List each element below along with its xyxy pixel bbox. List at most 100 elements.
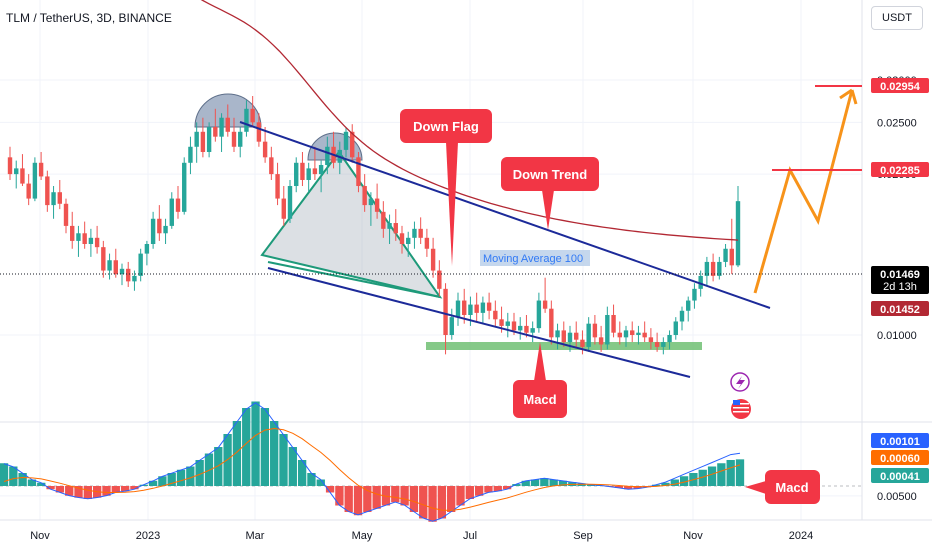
svg-text:Down Flag: Down Flag [413, 119, 479, 134]
candle-body [88, 237, 94, 245]
candle-body [20, 168, 25, 184]
macd-histogram-bar [288, 447, 297, 486]
candle-body [430, 248, 436, 271]
time-tick-label: 2023 [136, 530, 160, 542]
candle-body [238, 131, 243, 147]
candle-body [287, 186, 293, 219]
macd-histogram-bar [493, 486, 502, 492]
candle-body [150, 218, 156, 245]
callout-down-trend: Down Trend [501, 157, 599, 230]
candle-body [462, 300, 467, 315]
macd-histogram-bar [651, 484, 661, 486]
macd-histogram-bar [391, 486, 400, 503]
candle-body [269, 157, 274, 175]
candle-body [138, 253, 143, 276]
candle-body [686, 300, 691, 311]
macd-histogram-bar [707, 466, 717, 486]
macd-histogram-bar [344, 486, 353, 512]
macd-histogram-bar [353, 486, 363, 516]
candle-body [630, 330, 635, 335]
macd-histogram-bar [586, 484, 596, 486]
candle-body [518, 325, 523, 331]
svg-text:Down Trend: Down Trend [513, 167, 587, 182]
candle-body [536, 300, 542, 329]
macd-histogram-bar [37, 482, 46, 486]
macd-histogram-bar [102, 486, 111, 496]
time-tick-label: May [352, 530, 373, 542]
macd-histogram-bar [167, 473, 176, 486]
price-axis: 0.030000.025000.020000.010000.005000.029… [871, 75, 929, 503]
candle-body [561, 330, 566, 343]
candle-body [300, 162, 305, 180]
time-axis: Nov 2023 Mar May Jul Sep Nov 2024 [30, 530, 813, 542]
candle-body [206, 127, 212, 152]
price-badge: 0.01452 [871, 301, 929, 316]
candle-body [63, 203, 69, 226]
head-shape-right [307, 132, 363, 161]
macd-histogram-bar [46, 486, 55, 490]
macd-badge: 0.00101 [871, 433, 929, 448]
candle-body [350, 131, 355, 158]
candle-body [101, 247, 106, 271]
macd-histogram-bar [633, 486, 642, 489]
macd-histogram-bar [335, 486, 344, 506]
macd-histogram-bar [502, 486, 512, 490]
candle-body [76, 233, 81, 241]
macd-histogram-bar [130, 486, 139, 490]
chart-title: TLM / TetherUS, 3D, BINANCE [6, 11, 172, 25]
candle-body [642, 332, 647, 338]
macd-histogram-bar [447, 486, 456, 512]
time-tick-label: 2024 [789, 530, 813, 542]
candle-body [182, 162, 187, 212]
candle-body [387, 223, 392, 229]
macd-histogram-bar [27, 479, 37, 486]
candle-body [704, 261, 710, 276]
candle-body [26, 183, 31, 199]
candle-body [194, 131, 199, 147]
candle-body [175, 198, 181, 212]
candle-body [343, 131, 349, 150]
price-tick-label: 0.02500 [877, 117, 917, 129]
macd-histogram-bar [549, 479, 558, 486]
candle-body [468, 304, 473, 315]
macd-histogram-bar [242, 408, 251, 486]
candle-body [524, 325, 529, 333]
candle-body [493, 310, 498, 320]
callout-macd: Macd [513, 342, 567, 418]
candle-body [412, 228, 417, 238]
macd-badge: 0.00041 [871, 468, 929, 483]
candle-body [200, 131, 206, 152]
macd-histogram-bar [74, 486, 83, 498]
callout-macd-pane: Macd [745, 470, 820, 504]
candle-body [213, 127, 218, 137]
candle-body [231, 131, 237, 147]
signal-line [3, 427, 741, 511]
macd-histogram-bar [558, 480, 568, 486]
svg-text:Macd: Macd [523, 392, 556, 407]
candle-body [667, 335, 672, 343]
lightning-glyph [736, 376, 745, 389]
macd-histogram-bar [325, 486, 335, 493]
macd-histogram-bar [661, 482, 670, 486]
macd-histogram-bar [428, 486, 437, 522]
candle-body [356, 157, 361, 187]
currency-button[interactable]: USDT [871, 6, 923, 30]
macd-histogram-bar [400, 486, 409, 506]
macd-histogram-bar [279, 434, 288, 486]
candle-body [275, 174, 280, 199]
svg-text:0.02285: 0.02285 [880, 165, 920, 177]
price-tick-label: 0.00500 [877, 491, 917, 503]
candle-body [605, 314, 610, 345]
ma-label-bg [480, 250, 590, 266]
candle-body [474, 304, 479, 313]
candle-body [362, 186, 367, 206]
candle-body [262, 141, 268, 158]
svg-text:0.00101: 0.00101 [880, 436, 920, 448]
candle-body [225, 117, 230, 132]
macd-line [3, 402, 741, 522]
candle-body [399, 233, 405, 245]
candle-body [455, 300, 461, 318]
svg-text:0.02954: 0.02954 [880, 81, 921, 93]
time-tick-label: Mar [246, 530, 265, 542]
